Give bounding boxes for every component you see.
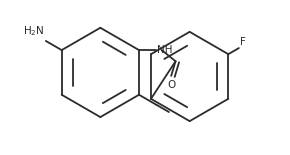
Text: O: O bbox=[167, 80, 176, 90]
Text: F: F bbox=[240, 37, 246, 47]
Text: H$_2$N: H$_2$N bbox=[23, 24, 45, 38]
Text: NH: NH bbox=[157, 45, 173, 55]
